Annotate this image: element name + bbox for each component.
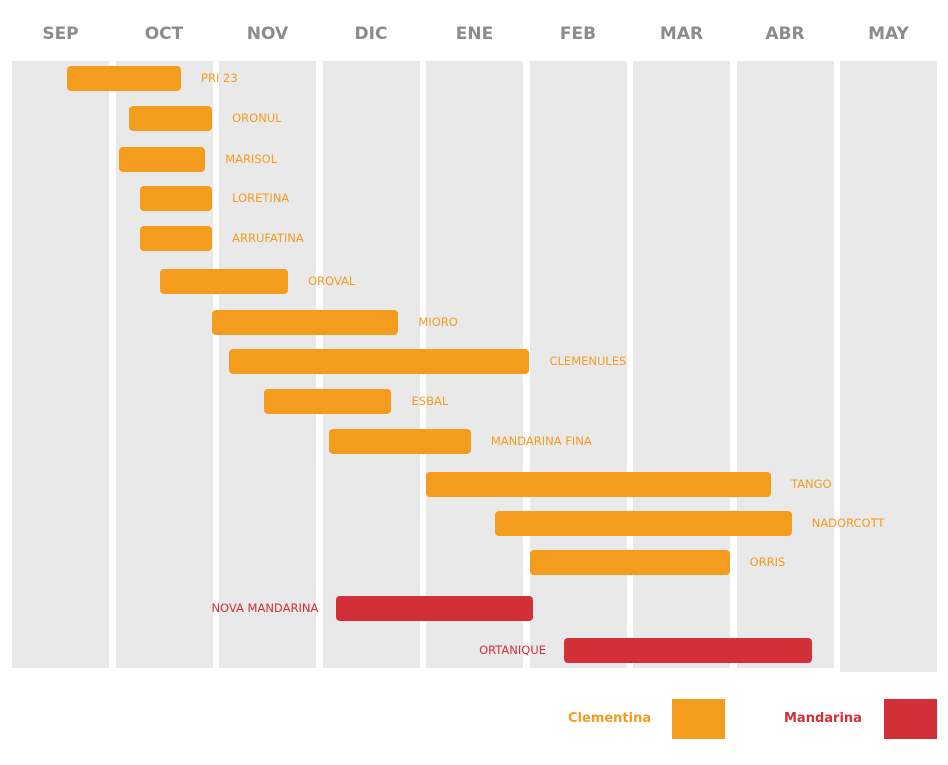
gantt-bar [212,309,399,335]
bar-label: ORTANIQUE [479,643,546,657]
bar-label: NADORCOTT [811,516,885,530]
legend-swatch [884,699,937,739]
legend-label: Clementina [568,711,652,726]
gantt-bar [426,471,771,497]
month-label: OCT [144,24,184,44]
gantt-bar [564,637,813,663]
month-label: NOV [246,24,289,44]
bar-label: OROVAL [308,274,356,288]
month-label: ENE [455,24,494,44]
gantt-bar [263,388,392,414]
bar-label: TANGO [791,477,832,491]
gantt-bar [160,268,288,294]
bar-label: MIORO [418,315,458,329]
legend-label: Mandarina [784,711,862,726]
gantt-bar [67,65,182,91]
gantt-bar [529,549,730,575]
gantt-bar [329,428,471,454]
gantt-bar [129,105,213,131]
month-label: DIC [354,24,388,44]
bar-label: NOVA MANDARINA [211,601,319,615]
gantt-bar [139,185,213,211]
bar-label: ORRIS [749,555,786,569]
month-label: FEB [559,24,597,44]
gantt-bar [139,225,213,251]
gantt-bar [118,146,206,172]
month-column [12,61,109,668]
bar-label: PRI 23 [201,71,238,85]
legend-swatch [672,699,725,739]
month-column [633,61,730,668]
month-label: SEP [42,24,79,44]
bar-label: LORETINA [232,191,290,205]
bar-label: ORONUL [232,111,282,125]
gantt-bar [229,348,530,374]
month-label: MAY [868,24,909,44]
gantt-bar [336,595,533,621]
bar-label: MARISOL [225,152,278,166]
bar-label: ESBAL [411,394,449,408]
month-label: ABR [765,24,805,44]
gantt-bar [495,510,792,536]
bar-label: CLEMENULES [549,354,627,368]
month-label: MAR [659,24,704,44]
month-column [736,61,834,668]
bar-label: ARRUFATINA [232,231,304,245]
bar-label: MANDARINA FINA [490,434,592,448]
month-column [840,61,937,672]
